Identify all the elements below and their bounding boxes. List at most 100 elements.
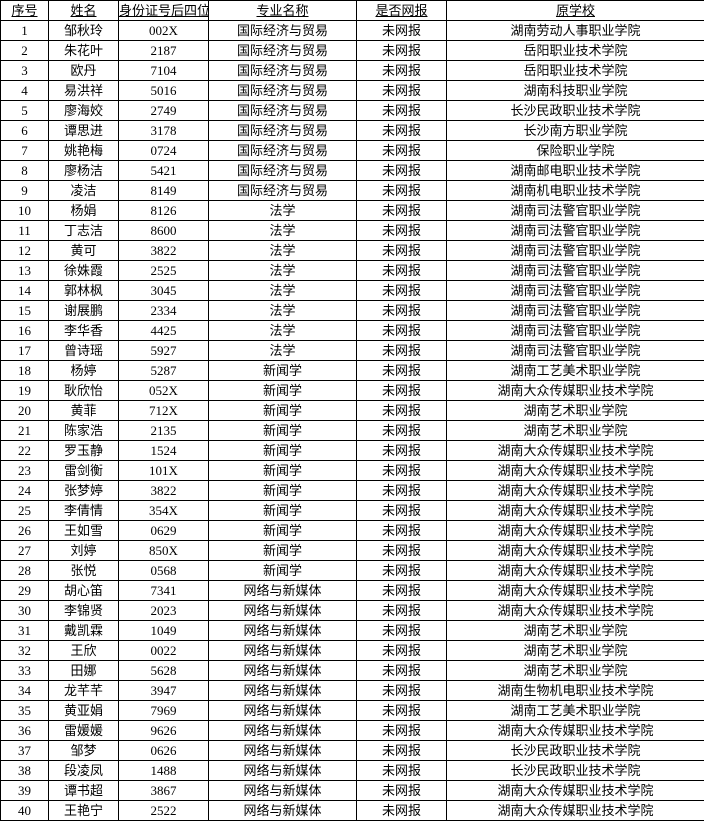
table-cell: 法学	[209, 301, 357, 321]
table-cell: 未网报	[357, 321, 447, 341]
table-cell: 未网报	[357, 801, 447, 821]
table-cell: 39	[1, 781, 49, 801]
table-cell: 11	[1, 221, 49, 241]
table-cell: 湖南艺术职业学院	[447, 421, 704, 441]
table-cell: 002X	[119, 21, 209, 41]
table-row: 29胡心笛7341网络与新媒体未网报湖南大众传媒职业技术学院	[1, 581, 704, 601]
table-cell: 850X	[119, 541, 209, 561]
table-cell: 未网报	[357, 521, 447, 541]
table-cell: 9626	[119, 721, 209, 741]
table-cell: 湖南大众传媒职业技术学院	[447, 541, 704, 561]
table-cell: 24	[1, 481, 49, 501]
table-cell: 国际经济与贸易	[209, 101, 357, 121]
table-cell: 岳阳职业技术学院	[447, 41, 704, 61]
table-cell: 新闻学	[209, 421, 357, 441]
table-cell: 37	[1, 741, 49, 761]
table-row: 10杨娟8126法学未网报湖南司法警官职业学院	[1, 201, 704, 221]
table-cell: 5287	[119, 361, 209, 381]
table-cell: 新闻学	[209, 441, 357, 461]
table-cell: 未网报	[357, 361, 447, 381]
table-cell: 8600	[119, 221, 209, 241]
table-cell: 网络与新媒体	[209, 781, 357, 801]
table-cell: 7341	[119, 581, 209, 601]
table-cell: 邹梦	[49, 741, 119, 761]
table-cell: 徐姝霞	[49, 261, 119, 281]
col-header-report: 是否网报	[357, 1, 447, 21]
table-cell: 052X	[119, 381, 209, 401]
table-cell: 湖南司法警官职业学院	[447, 341, 704, 361]
table-cell: 2	[1, 41, 49, 61]
table-cell: 李锦贤	[49, 601, 119, 621]
table-cell: 张悦	[49, 561, 119, 581]
table-row: 19耿欣怡052X新闻学未网报湖南大众传媒职业技术学院	[1, 381, 704, 401]
table-cell: 长沙民政职业技术学院	[447, 101, 704, 121]
table-row: 5廖海姣2749国际经济与贸易未网报长沙民政职业技术学院	[1, 101, 704, 121]
table-cell: 网络与新媒体	[209, 741, 357, 761]
table-cell: 湖南大众传媒职业技术学院	[447, 781, 704, 801]
table-cell: 未网报	[357, 41, 447, 61]
table-row: 1邹秋玲002X国际经济与贸易未网报湖南劳动人事职业学院	[1, 21, 704, 41]
table-cell: 李华香	[49, 321, 119, 341]
table-cell: 8149	[119, 181, 209, 201]
table-cell: 未网报	[357, 261, 447, 281]
table-cell: 湖南司法警官职业学院	[447, 201, 704, 221]
table-cell: 欧丹	[49, 61, 119, 81]
table-cell: 杨娟	[49, 201, 119, 221]
table-cell: 湖南大众传媒职业技术学院	[447, 461, 704, 481]
table-row: 28张悦0568新闻学未网报湖南大众传媒职业技术学院	[1, 561, 704, 581]
table-cell: 未网报	[357, 81, 447, 101]
table-cell: 1488	[119, 761, 209, 781]
table-cell: 23	[1, 461, 49, 481]
table-row: 3欧丹7104国际经济与贸易未网报岳阳职业技术学院	[1, 61, 704, 81]
table-cell: 40	[1, 801, 49, 821]
table-cell: 长沙民政职业技术学院	[447, 741, 704, 761]
table-cell: 法学	[209, 221, 357, 241]
col-header-major: 专业名称	[209, 1, 357, 21]
table-cell: 湖南机电职业技术学院	[447, 181, 704, 201]
table-row: 30李锦贤2023网络与新媒体未网报湖南大众传媒职业技术学院	[1, 601, 704, 621]
table-cell: 雷媛媛	[49, 721, 119, 741]
table-cell: 法学	[209, 241, 357, 261]
table-cell: 张梦婷	[49, 481, 119, 501]
table-cell: 网络与新媒体	[209, 621, 357, 641]
table-row: 12黄可3822法学未网报湖南司法警官职业学院	[1, 241, 704, 261]
table-cell: 4425	[119, 321, 209, 341]
table-cell: 王如雪	[49, 521, 119, 541]
table-cell: 凌洁	[49, 181, 119, 201]
table-cell: 5016	[119, 81, 209, 101]
table-cell: 湖南司法警官职业学院	[447, 321, 704, 341]
table-cell: 8126	[119, 201, 209, 221]
table-cell: 未网报	[357, 141, 447, 161]
table-row: 23雷剑衡101X新闻学未网报湖南大众传媒职业技术学院	[1, 461, 704, 481]
table-cell: 新闻学	[209, 401, 357, 421]
table-cell: 谭思进	[49, 121, 119, 141]
table-cell: 湖南大众传媒职业技术学院	[447, 441, 704, 461]
table-row: 40王艳宁2522网络与新媒体未网报湖南大众传媒职业技术学院	[1, 801, 704, 821]
table-cell: 未网报	[357, 601, 447, 621]
table-cell: 25	[1, 501, 49, 521]
table-row: 22罗玉静1524新闻学未网报湖南大众传媒职业技术学院	[1, 441, 704, 461]
table-cell: 耿欣怡	[49, 381, 119, 401]
table-cell: 网络与新媒体	[209, 581, 357, 601]
table-cell: 网络与新媒体	[209, 721, 357, 741]
table-cell: 湖南大众传媒职业技术学院	[447, 581, 704, 601]
table-cell: 20	[1, 401, 49, 421]
table-cell: 38	[1, 761, 49, 781]
table-cell: 国际经济与贸易	[209, 141, 357, 161]
table-cell: 湖南大众传媒职业技术学院	[447, 501, 704, 521]
table-cell: 湖南工艺美术职业学院	[447, 361, 704, 381]
table-cell: 黄可	[49, 241, 119, 261]
table-cell: 田娜	[49, 661, 119, 681]
table-cell: 新闻学	[209, 501, 357, 521]
table-cell: 3	[1, 61, 49, 81]
table-cell: 国际经济与贸易	[209, 81, 357, 101]
table-cell: 黄菲	[49, 401, 119, 421]
table-cell: 胡心笛	[49, 581, 119, 601]
table-cell: 5628	[119, 661, 209, 681]
table-cell: 湖南科技职业学院	[447, 81, 704, 101]
table-cell: 未网报	[357, 761, 447, 781]
table-cell: 丁志洁	[49, 221, 119, 241]
table-cell: 刘婷	[49, 541, 119, 561]
table-row: 35黄亚娟7969网络与新媒体未网报湖南工艺美术职业学院	[1, 701, 704, 721]
table-cell: 22	[1, 441, 49, 461]
